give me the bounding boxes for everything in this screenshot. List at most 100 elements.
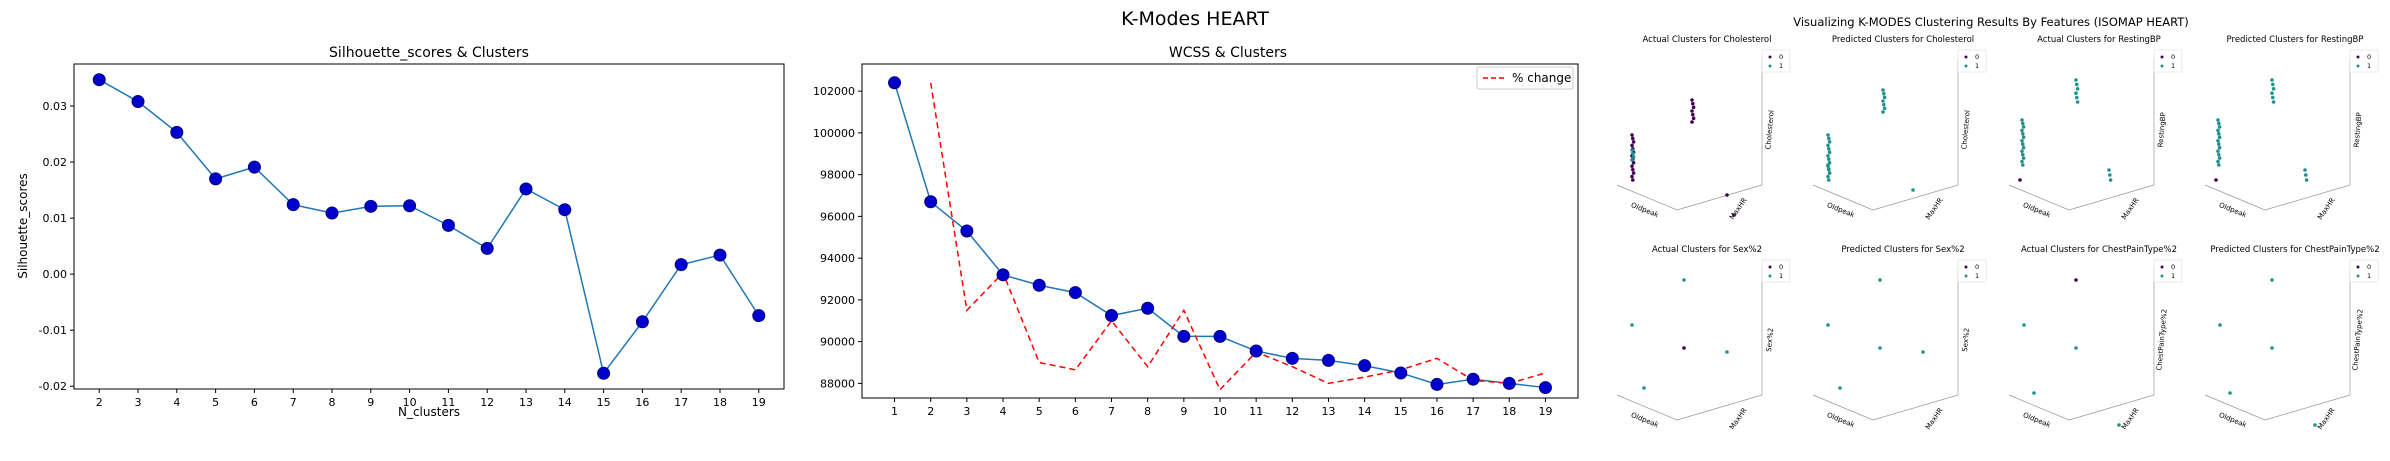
panel-legend-marker: [1768, 274, 1772, 278]
wcss-xtick-label: 12: [1285, 405, 1299, 418]
panel-ylabel: MaxHR: [2120, 196, 2141, 221]
panel-axis-y: [2264, 394, 2351, 421]
silhouette-xtick-label: 3: [135, 396, 142, 409]
figure-title: K-Modes HEART: [1121, 8, 1269, 30]
isomap-panel: Predicted Clusters for RestingBP Oldpeak M…: [2204, 35, 2379, 221]
panel-xlabel: Oldpeak: [1630, 201, 1661, 220]
scatter-point: [2020, 138, 2024, 143]
scatter-point: [2271, 95, 2275, 100]
panel-ylabel: MaxHR: [1924, 406, 1945, 431]
silhouette-plot-area: [73, 63, 785, 390]
scatter-point: [1827, 147, 1831, 151]
wcss-point: [996, 268, 1010, 282]
panel-legend-label: 0: [2171, 53, 2175, 61]
panel-legend-label: 1: [1779, 62, 1783, 70]
scatter-point: [2217, 132, 2221, 136]
panel-legend: [1957, 259, 1987, 283]
panel-ylabel: MaxHR: [2120, 406, 2141, 431]
wcss-point: [1105, 309, 1119, 323]
panel-ylabel: MaxHR: [1924, 196, 1945, 221]
wcss-point: [1358, 359, 1372, 373]
legend-pct-change: % change: [1512, 71, 1571, 85]
scatter-point: [1827, 140, 1832, 144]
silhouette-point: [92, 73, 106, 87]
scatter-point: [2021, 145, 2026, 150]
silhouette-point: [131, 95, 145, 109]
scatter-point: [1630, 148, 1634, 152]
scatter-point: [1725, 350, 1729, 354]
panel-xlabel: Oldpeak: [1630, 411, 1661, 430]
panel-zlabel: Sex%2: [1765, 328, 1775, 352]
wcss-ytick-label: 88000: [820, 377, 855, 390]
scatter-point: [1642, 386, 1646, 390]
panel-legend-label: 0: [1975, 263, 1979, 271]
scatter-point: [2117, 423, 2121, 427]
panel-legend-marker: [1768, 64, 1772, 68]
panel-legend-label: 0: [1975, 53, 1979, 61]
panel-legend-marker: [1964, 265, 1968, 269]
wcss-point: [1321, 353, 1335, 367]
panel-xlabel: Oldpeak: [1826, 201, 1857, 220]
silhouette-xtick-label: 10: [403, 396, 417, 409]
scatter-point: [2304, 178, 2309, 182]
wcss-chart: WCSS & Clusters 1 2 3 4 5 6 7 8 9 10 11 12 13 14 15 16 1…: [813, 45, 1579, 418]
wcss-point: [1249, 344, 1263, 358]
scatter-point: [1826, 153, 1830, 158]
silhouette-xtick-label: 16: [635, 396, 649, 409]
scatter-point: [2075, 95, 2079, 100]
panel-legend-label: 1: [2367, 62, 2371, 70]
wcss-ytick-label: 96000: [820, 210, 855, 223]
silhouette-xtick-label: 19: [752, 396, 766, 409]
panel-axis-x: [1616, 394, 1678, 421]
scatter-point: [2022, 323, 2026, 327]
silhouette-xtick-label: 18: [713, 396, 727, 409]
scatter-point: [2217, 152, 2221, 157]
scatter-point: [2216, 118, 2220, 122]
panel-zlabel: RestingBP: [2352, 112, 2363, 148]
panel-axis-y: [2068, 184, 2155, 211]
scatter-point: [2304, 173, 2308, 177]
panel-legend-label: 0: [2171, 263, 2175, 271]
silhouette-point: [441, 218, 455, 232]
wcss-xtick-label: 2: [927, 405, 934, 418]
scatter-point: [1630, 174, 1634, 179]
panel-legend: [1957, 49, 1987, 73]
scatter-point: [1691, 101, 1695, 106]
scatter-point: [2313, 423, 2317, 427]
scatter-point: [1631, 167, 1635, 172]
scatter-point: [2021, 132, 2025, 136]
wcss-point: [1394, 366, 1408, 380]
silhouette-point: [597, 366, 611, 380]
silhouette-xtick-label: 11: [441, 396, 455, 409]
silhouette-ytick-label: 0.02: [43, 156, 68, 169]
wcss-point: [1502, 376, 1516, 390]
silhouette-point: [752, 309, 766, 323]
silhouette-xtick-label: 15: [597, 396, 611, 409]
scatter-point: [1631, 136, 1635, 141]
wcss-ytick-label: 100000: [813, 127, 855, 140]
silhouette-xtick-label: 12: [480, 396, 494, 409]
scatter-point: [1691, 116, 1696, 121]
scatter-point: [1838, 386, 1842, 390]
scatter-point: [1631, 171, 1636, 175]
scatter-point: [2271, 87, 2276, 91]
panel-legend: [2349, 49, 2379, 73]
silhouette-point: [635, 315, 649, 329]
panel-legend-marker: [2160, 55, 2164, 59]
panel-legend-marker: [2356, 64, 2360, 68]
scatter-point: [2032, 391, 2036, 395]
silhouette-ytick-label: 0.03: [43, 100, 68, 113]
silhouette-point: [674, 258, 688, 272]
silhouette-chart: Silhouette_scores & Clusters 2 3 4 5 6 7 8 9 10 1…: [16, 45, 785, 419]
wcss-point: [1538, 381, 1552, 395]
panel-axis-x: [2008, 394, 2070, 421]
scatter-point: [1827, 157, 1831, 162]
scatter-point: [1921, 350, 1925, 354]
panel-xlabel: Oldpeak: [2218, 411, 2249, 430]
scatter-point: [2018, 178, 2022, 182]
scatter-point: [1882, 91, 1886, 96]
panel-legend: [1761, 259, 1791, 283]
scatter-point: [2217, 145, 2222, 150]
scatter-point: [2216, 159, 2220, 164]
